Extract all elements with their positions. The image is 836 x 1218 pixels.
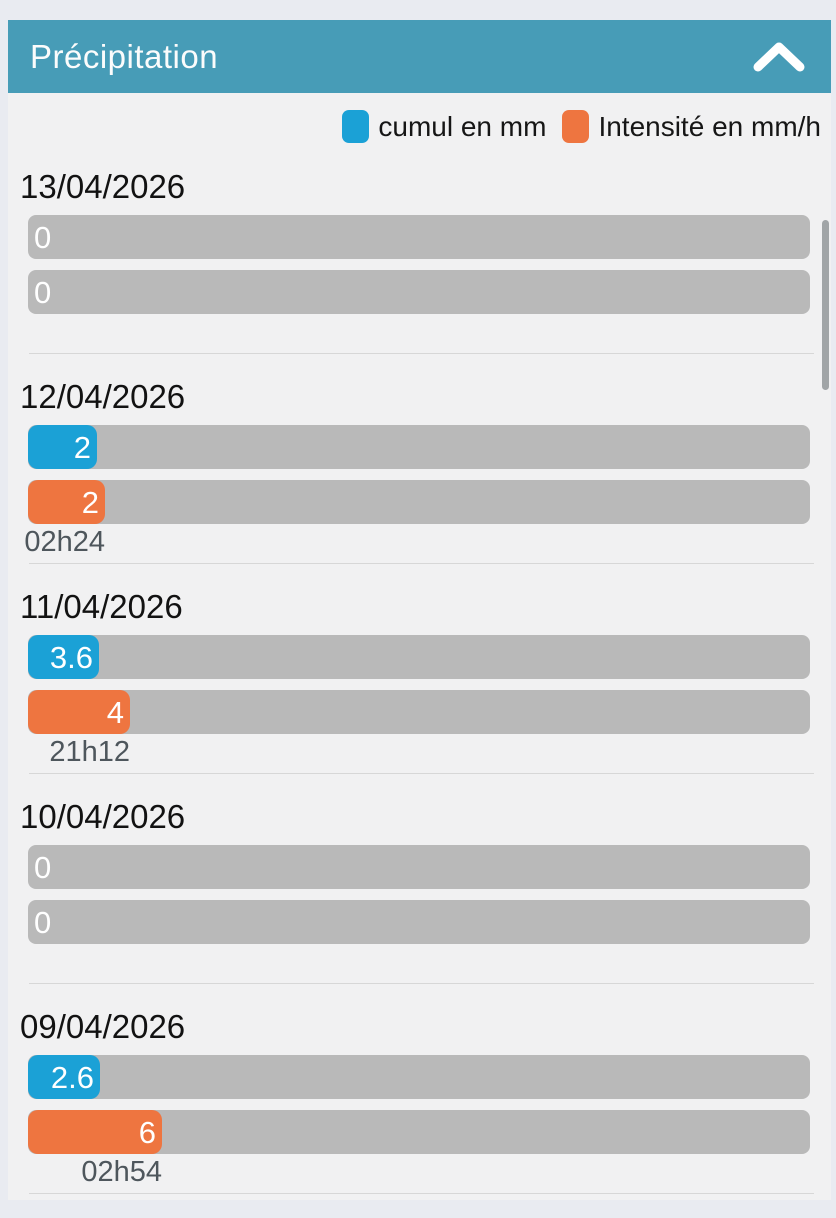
- intensite-time-row: 21h12: [28, 735, 810, 769]
- day-section: 09/04/2026 2.6 6 02h54: [8, 1008, 831, 1218]
- section-divider: [29, 773, 814, 774]
- cumul-bar-track: 2: [28, 425, 810, 469]
- intensite-bar-track: 6: [28, 1110, 810, 1154]
- cumul-bar-track: 3.6: [28, 635, 810, 679]
- intensite-bar-track: 0: [28, 900, 810, 944]
- cumul-swatch-icon: [342, 110, 370, 143]
- intensite-time-row: [28, 945, 810, 979]
- section-divider: [29, 353, 814, 354]
- cumul-bar-fill: [28, 1055, 100, 1099]
- intensite-value: 2: [81, 485, 99, 520]
- day-list: 13/04/2026 0 0 12/04/2026 2 2 02h24 11/0…: [8, 168, 831, 1218]
- cumul-bar-fill: [28, 635, 99, 679]
- cumul-bar-track: 0: [28, 215, 810, 259]
- day-section: 10/04/2026 0 0: [8, 798, 831, 1008]
- cumul-value: 2: [73, 430, 91, 465]
- section-divider: [29, 983, 814, 984]
- cumul-value: 3.6: [49, 640, 93, 675]
- scrollbar[interactable]: [822, 220, 829, 390]
- intensite-bar-fill: [28, 690, 130, 734]
- intensite-bar-fill: [28, 480, 105, 524]
- collapse-button[interactable]: [753, 40, 805, 74]
- intensite-value: 4: [106, 695, 124, 730]
- day-section: 13/04/2026 0 0: [8, 168, 831, 378]
- intensite-value: 0: [34, 275, 52, 310]
- section-divider: [29, 1193, 814, 1194]
- panel-header[interactable]: Précipitation: [8, 20, 831, 93]
- day-section: 12/04/2026 2 2 02h24: [8, 378, 831, 588]
- day-date: 11/04/2026: [20, 588, 183, 625]
- legend-label-cumul: cumul en mm: [378, 110, 547, 142]
- section-divider: [29, 563, 814, 564]
- intensite-time-row: 02h24: [24, 525, 810, 559]
- cumul-value: 2.6: [50, 1060, 94, 1095]
- cumul-value: 0: [34, 850, 52, 885]
- day-date: 13/04/2026: [20, 168, 186, 205]
- intensite-bar-track: 4: [28, 690, 810, 734]
- intensite-swatch-icon: [562, 110, 590, 143]
- cumul-bar-fill: [28, 425, 97, 469]
- intensite-bar-track: 2: [28, 480, 810, 524]
- intensite-bar-fill: [28, 1110, 162, 1154]
- panel-title: Précipitation: [30, 37, 219, 75]
- legend: cumul en mm Intensité en mm/h: [8, 106, 831, 147]
- legend-label-intensite: Intensité en mm/h: [598, 110, 821, 142]
- intensite-time: 02h24: [24, 526, 105, 558]
- intensite-value: 6: [138, 1115, 156, 1150]
- intensite-time: 21h12: [49, 736, 130, 768]
- day-date: 12/04/2026: [20, 378, 186, 415]
- precipitation-panel: Précipitation cumul en mm Intensité en m…: [8, 20, 831, 1200]
- cumul-bar-track: 2.6: [28, 1055, 810, 1099]
- intensite-time: 02h54: [81, 1156, 162, 1188]
- legend-item-cumul: cumul en mm: [342, 110, 546, 143]
- day-date: 09/04/2026: [20, 1008, 186, 1045]
- day-section: 11/04/2026 3.6 4 21h12: [8, 588, 831, 798]
- legend-item-intensite: Intensité en mm/h: [562, 110, 821, 143]
- chevron-up-icon: [753, 42, 805, 71]
- cumul-bar-track: 0: [28, 845, 810, 889]
- intensite-bar-track: 0: [28, 270, 810, 314]
- intensite-time-row: [28, 315, 810, 349]
- intensite-time-row: 02h54: [28, 1155, 810, 1189]
- intensite-value: 0: [34, 905, 52, 940]
- cumul-value: 0: [34, 220, 52, 255]
- day-date: 10/04/2026: [20, 798, 186, 835]
